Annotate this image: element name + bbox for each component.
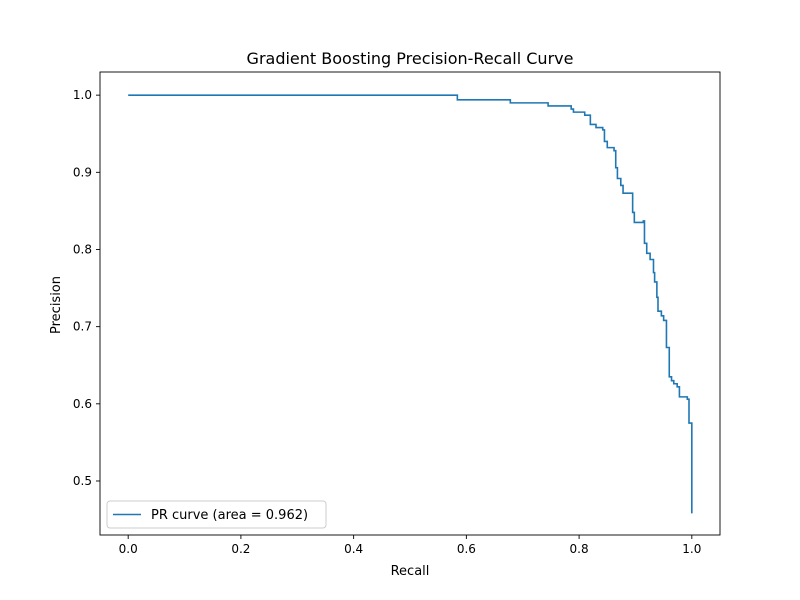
legend: PR curve (area = 0.962) xyxy=(106,500,327,529)
x-axis-label: Recall xyxy=(391,564,430,579)
y-tick-label: 0.9 xyxy=(73,165,92,179)
legend-box xyxy=(106,500,327,529)
x-tick-label: 0.0 xyxy=(119,542,138,556)
y-axis-label: Precision xyxy=(49,276,64,334)
series-line-0 xyxy=(128,94,693,514)
x-tick-label: 0.6 xyxy=(457,542,476,556)
y-tick-label: 0.6 xyxy=(73,397,92,411)
x-tick-label: 0.4 xyxy=(344,542,363,556)
y-tick-label: 0.8 xyxy=(73,242,92,256)
x-tick-label: 1.0 xyxy=(682,542,701,556)
x-tick-label: 0.8 xyxy=(570,542,589,556)
y-tick-label: 0.7 xyxy=(73,320,92,334)
axes-frame xyxy=(99,71,721,536)
y-tick-label: 1.0 xyxy=(73,88,92,102)
x-tick-label: 0.2 xyxy=(231,542,250,556)
y-tick-label: 0.5 xyxy=(73,474,92,488)
plot-area: 0.0 0.2 0.4 0.6 0.8 1.0 0.5 0.6 0.7 0.8 0.9 1.0 xyxy=(73,71,721,556)
chart-title: Gradient Boosting Precision-Recall Curve xyxy=(247,49,574,68)
legend-label: PR curve (area = 0.962) xyxy=(151,508,308,523)
